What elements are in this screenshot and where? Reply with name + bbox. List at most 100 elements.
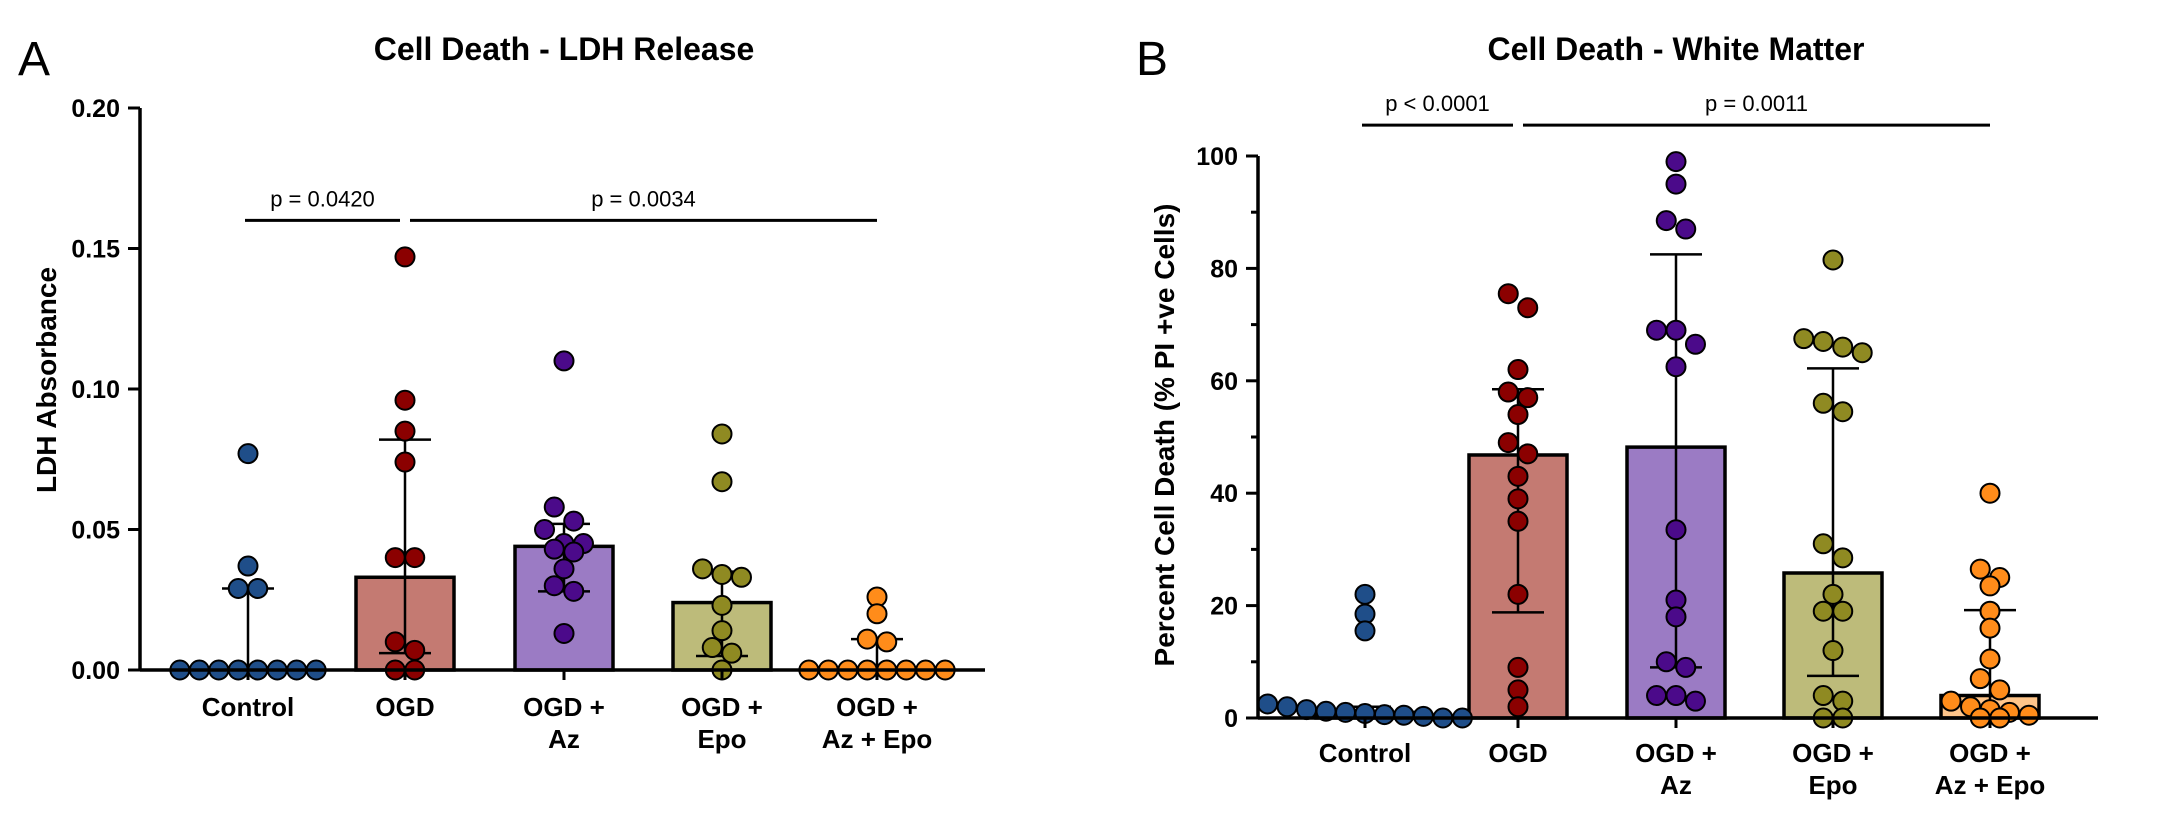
data-point-b: [1665, 356, 1687, 378]
y-axis-label-a: LDH Absorbance: [31, 267, 62, 493]
data-point-b: [2018, 704, 2040, 726]
data-point-a: [553, 622, 575, 644]
data-point-a: [543, 538, 565, 560]
y-tick-label-a: 0.20: [71, 95, 120, 123]
data-point-a: [543, 496, 565, 518]
data-point-a: [247, 578, 269, 600]
data-point-b: [1517, 387, 1539, 409]
data-point-a: [543, 575, 565, 597]
data-point-b: [1497, 381, 1519, 403]
data-point-b: [1655, 651, 1677, 673]
chart-title-a: Cell Death - LDH Release: [374, 31, 755, 67]
y-tick-label-a: 0.10: [71, 376, 120, 404]
data-point-a: [404, 547, 426, 569]
x-category-label-a: OGD +: [681, 692, 763, 722]
x-category-label-b: Control: [1319, 738, 1411, 768]
data-point-b: [1665, 319, 1687, 341]
panel-letter-a: A: [18, 33, 50, 86]
x-category-label-b: Az + Epo: [1935, 770, 2046, 800]
data-point-b: [1812, 600, 1834, 622]
data-point-b: [1832, 336, 1854, 358]
data-point-b: [1979, 575, 2001, 597]
y-tick-label-a: 0.05: [71, 517, 120, 545]
p-value-label-b: p = 0.0011: [1705, 91, 1808, 116]
p-value-label-a: p = 0.0034: [591, 186, 696, 211]
data-point-b: [1276, 696, 1298, 718]
x-category-label-a: Control: [202, 692, 294, 722]
data-point-b: [1517, 297, 1539, 319]
data-point-b: [1940, 690, 1962, 712]
data-point-a: [563, 510, 585, 532]
x-category-label-b: Epo: [1808, 770, 1857, 800]
panel-b: B Cell Death - White Matter Percent Cell…: [1136, 31, 2098, 800]
data-point-a: [856, 628, 878, 650]
data-point-b: [1373, 704, 1395, 726]
y-tick-label-b: 80: [1210, 255, 1238, 283]
data-point-b: [1822, 640, 1844, 662]
data-point-a: [711, 594, 733, 616]
data-point-b: [1822, 583, 1844, 605]
p-value-label-b: p < 0.0001: [1385, 91, 1490, 116]
data-point-b: [1507, 510, 1529, 532]
x-category-label-a: Az: [548, 724, 580, 754]
p-value-label-a: p = 0.0420: [270, 186, 375, 211]
data-point-a: [404, 639, 426, 661]
data-point-b: [1507, 583, 1529, 605]
x-category-label-a: OGD +: [523, 692, 605, 722]
y-tick-label-a: 0.15: [71, 236, 120, 264]
x-category-label-b: OGD +: [1792, 738, 1874, 768]
data-point-a: [394, 246, 416, 268]
data-point-b: [1497, 432, 1519, 454]
data-point-b: [1655, 210, 1677, 232]
x-category-label-a: Epo: [697, 724, 746, 754]
data-point-b: [1851, 342, 1873, 364]
data-point-b: [1832, 547, 1854, 569]
data-point-b: [1507, 404, 1529, 426]
data-point-b: [1296, 699, 1318, 721]
data-point-b: [1675, 218, 1697, 240]
data-point-b: [1832, 600, 1854, 622]
panel-a: A Cell Death - LDH Release LDH Absorbanc…: [18, 31, 985, 754]
data-point-a: [534, 519, 556, 540]
x-category-label-b: OGD +: [1635, 738, 1717, 768]
data-point-a: [876, 631, 898, 653]
data-point-a: [384, 547, 406, 569]
data-point-b: [1812, 330, 1834, 352]
panel-letter-b: B: [1136, 33, 1168, 86]
y-tick-label-b: 20: [1210, 593, 1238, 621]
data-point-a: [711, 423, 733, 445]
data-point-b: [1665, 685, 1687, 707]
data-point-b: [1507, 696, 1529, 718]
y-tick-label-b: 60: [1210, 368, 1238, 396]
data-point-a: [394, 451, 416, 473]
data-point-a: [866, 603, 888, 625]
y-axis-label-b: Percent Cell Death (% PI +ve Cells): [1149, 204, 1180, 667]
data-point-b: [1646, 319, 1668, 341]
data-point-a: [227, 578, 249, 600]
chart-title-b: Cell Death - White Matter: [1488, 31, 1865, 67]
data-point-b: [1665, 606, 1687, 628]
data-point-a: [563, 580, 585, 602]
data-point-b: [1832, 401, 1854, 423]
data-point-a: [692, 558, 714, 580]
data-point-b: [1684, 333, 1706, 355]
x-category-label-b: OGD: [1488, 738, 1547, 768]
data-point-b: [1979, 482, 2001, 504]
data-point-b: [1393, 704, 1415, 726]
data-point-b: [1969, 558, 1991, 580]
x-category-label-a: OGD +: [836, 692, 918, 722]
data-point-a: [721, 642, 743, 664]
data-point-b: [1812, 685, 1834, 707]
data-point-b: [1665, 519, 1687, 541]
data-point-a: [711, 563, 733, 585]
y-tick-label-a: 0.00: [71, 657, 120, 685]
data-point-a: [563, 541, 585, 563]
data-point-b: [1646, 685, 1668, 707]
y-tick-label-b: 0: [1224, 705, 1238, 733]
x-category-label-a: Az + Epo: [822, 724, 933, 754]
data-point-b: [1517, 443, 1539, 465]
data-point-b: [1684, 690, 1706, 712]
data-point-a: [237, 555, 259, 577]
y-tick-label-b: 40: [1210, 480, 1238, 508]
